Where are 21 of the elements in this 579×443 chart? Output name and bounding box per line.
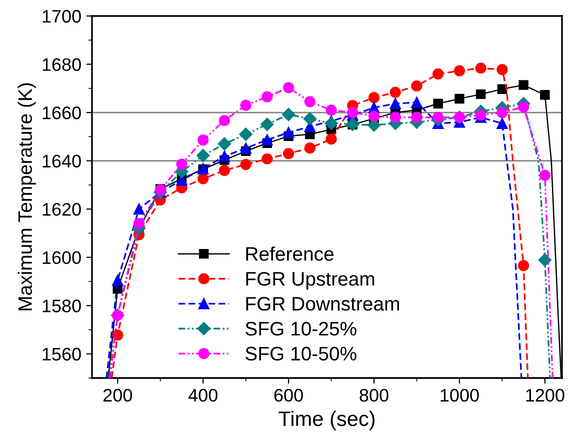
y-tick-label: 1640 [42, 154, 81, 168]
y-tick-label: 1580 [42, 300, 81, 312]
y-tick-label: 1660 [42, 106, 81, 120]
y-tick-label: 1620 [42, 203, 81, 216]
x-tick-label: 1000 [440, 388, 479, 402]
y-axis-title: Maximum Temperature (K) [18, 83, 36, 310]
y-tick-label: 1680 [42, 58, 81, 71]
legend-label: SFG 10-25% [246, 322, 356, 336]
legend-label: FGR Upstream [246, 272, 374, 290]
x-tick-label: 1200 [526, 388, 564, 402]
legend-label: FGR Downstream [246, 296, 399, 311]
x-tick-label: 200 [103, 388, 132, 402]
x-tick-label: 600 [274, 388, 303, 402]
x-tick-label: 800 [360, 388, 388, 402]
y-tick-label: 1600 [42, 251, 81, 264]
x-axis-title: Time (sec) [278, 410, 375, 430]
x-tick-label: 400 [188, 388, 218, 402]
y-tick-label: 1700 [42, 10, 81, 23]
legend-label: Reference [246, 246, 334, 261]
legend-label: SFG 10-50% [246, 346, 356, 361]
y-tick-label: 1560 [42, 348, 81, 361]
